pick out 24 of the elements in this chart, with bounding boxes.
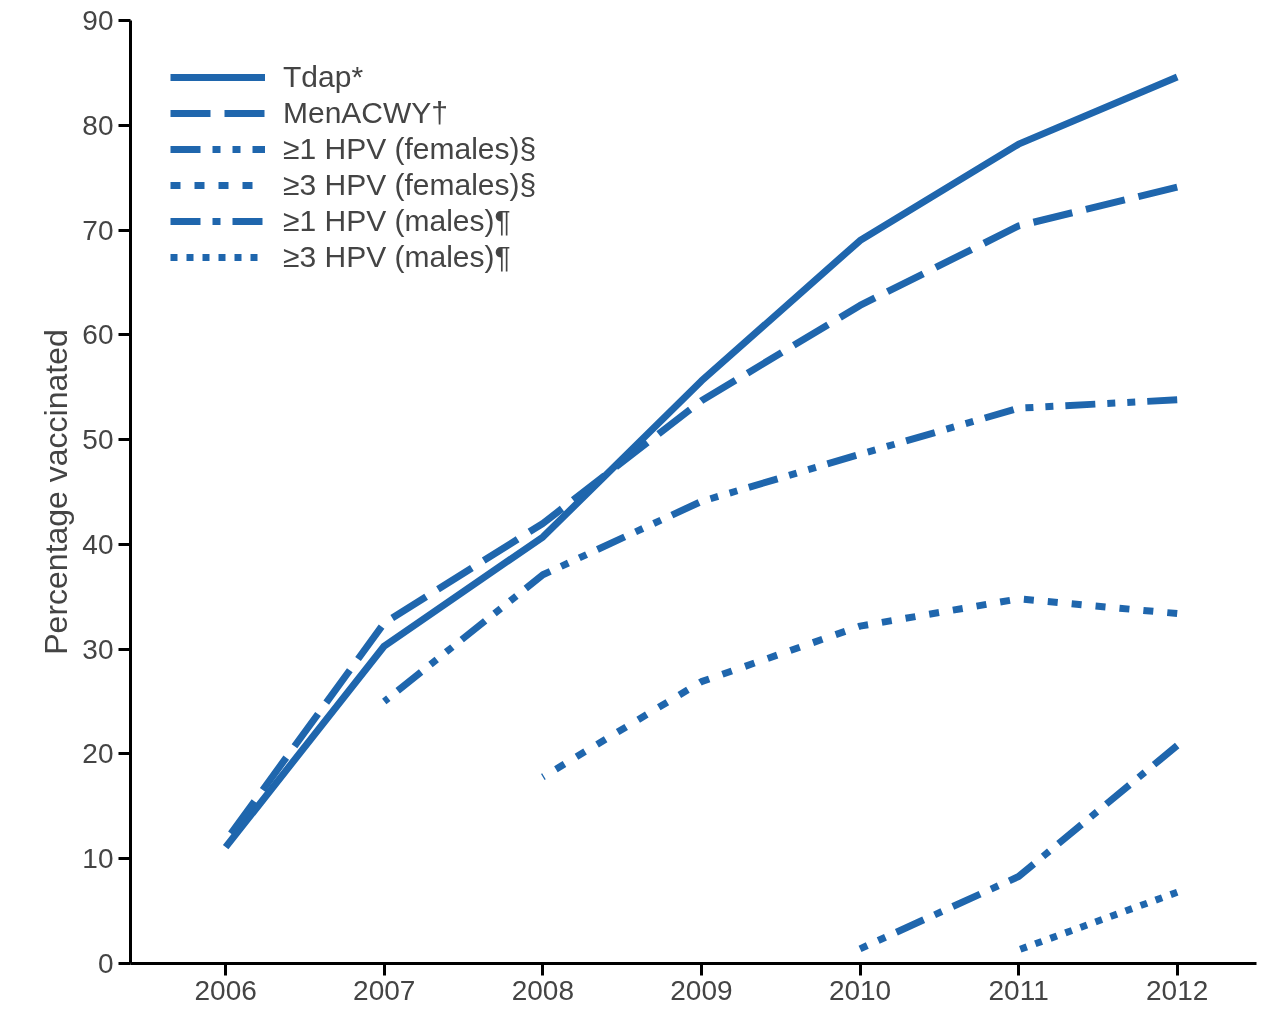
y-tick-label: 10 — [82, 843, 114, 875]
y-tick-label: 0 — [97, 948, 114, 979]
x-tick-label: 2007 — [353, 974, 416, 1006]
x-tick-label: 2011 — [988, 974, 1049, 1006]
y-axis-title: Percentage vaccinated — [38, 329, 75, 655]
x-tick-label: 2012 — [1146, 974, 1209, 1006]
y-tick-label: 80 — [82, 109, 114, 141]
legend-label: Tdap* — [283, 60, 364, 94]
y-tick-label: 20 — [82, 738, 114, 770]
y-tick-label: 50 — [82, 424, 114, 456]
legend-label: ≥3 HPV (females)§ — [283, 168, 537, 202]
legend-label: ≥3 HPV (males)¶ — [283, 240, 511, 274]
x-tick-label: 2008 — [511, 974, 574, 1006]
legend-label: ≥1 HPV (males)¶ — [283, 204, 511, 238]
legend-label: ≥1 HPV (females)§ — [283, 132, 537, 166]
y-tick-label: 60 — [82, 319, 114, 351]
y-tick-label: 70 — [82, 214, 114, 246]
x-tick-label: 2010 — [828, 974, 892, 1006]
x-tick-label: 2006 — [194, 974, 257, 1006]
y-tick-label: 40 — [82, 528, 114, 560]
x-tick-label: 2009 — [670, 974, 733, 1006]
y-tick-label: 90 — [82, 5, 114, 36]
y-tick-label: 30 — [82, 633, 114, 665]
legend-label: MenACWY† — [283, 96, 449, 130]
